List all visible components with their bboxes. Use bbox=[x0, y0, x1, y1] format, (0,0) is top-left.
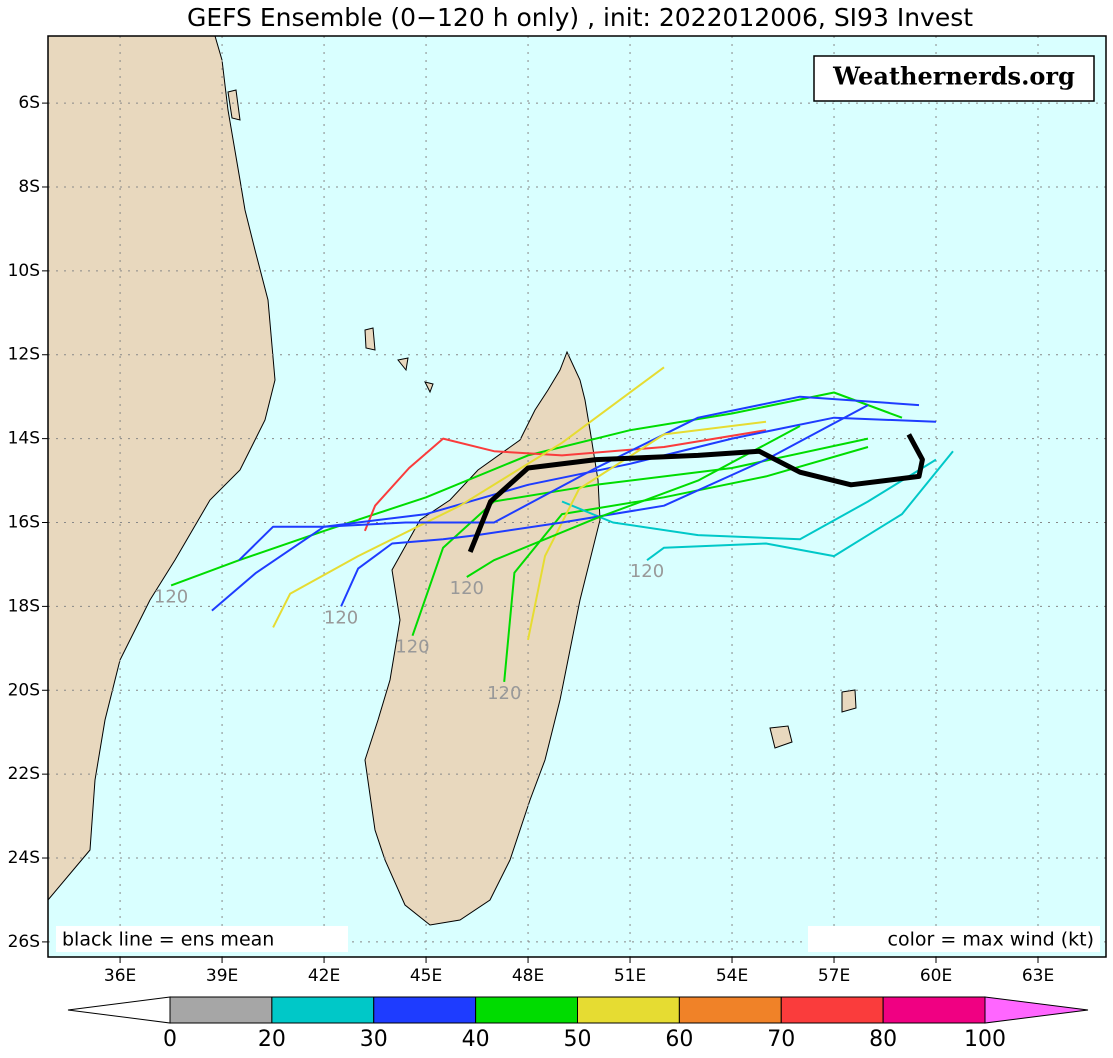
island bbox=[227, 89, 241, 121]
lon-tick-label: 54E bbox=[716, 966, 748, 986]
grid bbox=[48, 36, 1106, 957]
island bbox=[424, 381, 434, 394]
member-track bbox=[238, 395, 920, 561]
member-track bbox=[170, 391, 903, 587]
lon-tick-label: 42E bbox=[308, 966, 340, 986]
lat-tick-label: 12S bbox=[8, 345, 40, 365]
lon-tick-label: 63E bbox=[1022, 966, 1054, 986]
lat-tick-label: 20S bbox=[8, 680, 40, 700]
watermark-box bbox=[813, 55, 1095, 102]
colorbar-under bbox=[67, 996, 171, 1024]
colorbar: 0 20 30 40 50 60 70 80 100 bbox=[67, 996, 1089, 1052]
member-track bbox=[411, 437, 869, 637]
member-track bbox=[561, 458, 937, 541]
lat-tick-label: 14S bbox=[8, 429, 40, 449]
lat-tick-label: 18S bbox=[8, 596, 40, 616]
legend-box bbox=[808, 926, 1100, 952]
africa bbox=[47, 35, 276, 902]
island bbox=[397, 357, 409, 372]
hour-label: 120 bbox=[324, 607, 358, 628]
lat-tick-label: 10S bbox=[8, 261, 40, 281]
hour-label: 120 bbox=[154, 586, 188, 607]
colorbar-over bbox=[984, 996, 1089, 1024]
lat-tick-label: 16S bbox=[8, 513, 40, 533]
colorbar-box bbox=[577, 996, 680, 1024]
island bbox=[769, 725, 793, 749]
hour-label: 120 bbox=[487, 683, 521, 704]
hour-label: 120 bbox=[630, 561, 664, 582]
madagascar bbox=[364, 350, 601, 926]
member-track bbox=[272, 366, 665, 628]
legend-right: color = max wind (kt) bbox=[888, 929, 1094, 951]
member-track bbox=[211, 416, 937, 612]
lon-tick-label: 39E bbox=[206, 966, 238, 986]
colorbar-label: 20 bbox=[258, 1027, 286, 1052]
lat-tick-label: 26S bbox=[8, 932, 40, 952]
title: GEFS Ensemble (0−120 h only) , init: 202… bbox=[187, 3, 973, 32]
member-track bbox=[466, 425, 801, 578]
lon-tick-label: 57E bbox=[818, 966, 850, 986]
colorbar-label: 50 bbox=[564, 1027, 592, 1052]
lon-tick-label: 48E bbox=[512, 966, 544, 986]
lon-tick-label: 51E bbox=[614, 966, 646, 986]
hour-label: 120 bbox=[450, 578, 484, 599]
member-track bbox=[527, 420, 767, 641]
watermark: Weathernerds.org bbox=[832, 62, 1075, 91]
island bbox=[364, 327, 376, 351]
legend-box bbox=[56, 926, 348, 952]
legend-left: black line = ens mean bbox=[62, 929, 274, 951]
colorbar-label: 100 bbox=[964, 1027, 1006, 1052]
island bbox=[841, 689, 857, 713]
colorbar-box bbox=[271, 996, 375, 1024]
colorbar-label: 70 bbox=[767, 1027, 795, 1052]
member-track bbox=[503, 446, 869, 682]
colorbar-box bbox=[678, 996, 782, 1024]
colorbar-box bbox=[882, 996, 986, 1024]
hour-label: 120 bbox=[395, 637, 429, 658]
colorbar-box bbox=[780, 996, 884, 1024]
colorbar-box bbox=[169, 996, 273, 1024]
lat-tick-label: 8S bbox=[18, 177, 40, 197]
lon-tick-label: 60E bbox=[920, 966, 952, 986]
colorbar-label: 30 bbox=[360, 1027, 388, 1052]
colorbar-box bbox=[373, 996, 477, 1024]
colorbar-label: 40 bbox=[462, 1027, 490, 1052]
colorbar-label: 0 bbox=[163, 1027, 177, 1052]
frame bbox=[47, 35, 1107, 958]
lat-tick-label: 24S bbox=[8, 848, 40, 868]
tracks: 120 120 120 120 120 120 bbox=[154, 366, 954, 704]
member-track bbox=[646, 450, 954, 562]
colorbar-box bbox=[475, 996, 578, 1024]
lat-tick-label: 6S bbox=[18, 93, 40, 113]
lon-tick-label: 45E bbox=[410, 966, 442, 986]
colorbar-label: 80 bbox=[869, 1027, 897, 1052]
lat-tick-label: 22S bbox=[8, 764, 40, 784]
member-track bbox=[363, 429, 767, 532]
colorbar-label: 60 bbox=[665, 1027, 693, 1052]
mean-track bbox=[467, 433, 925, 553]
land bbox=[47, 35, 857, 926]
lon-tick-label: 36E bbox=[104, 966, 136, 986]
